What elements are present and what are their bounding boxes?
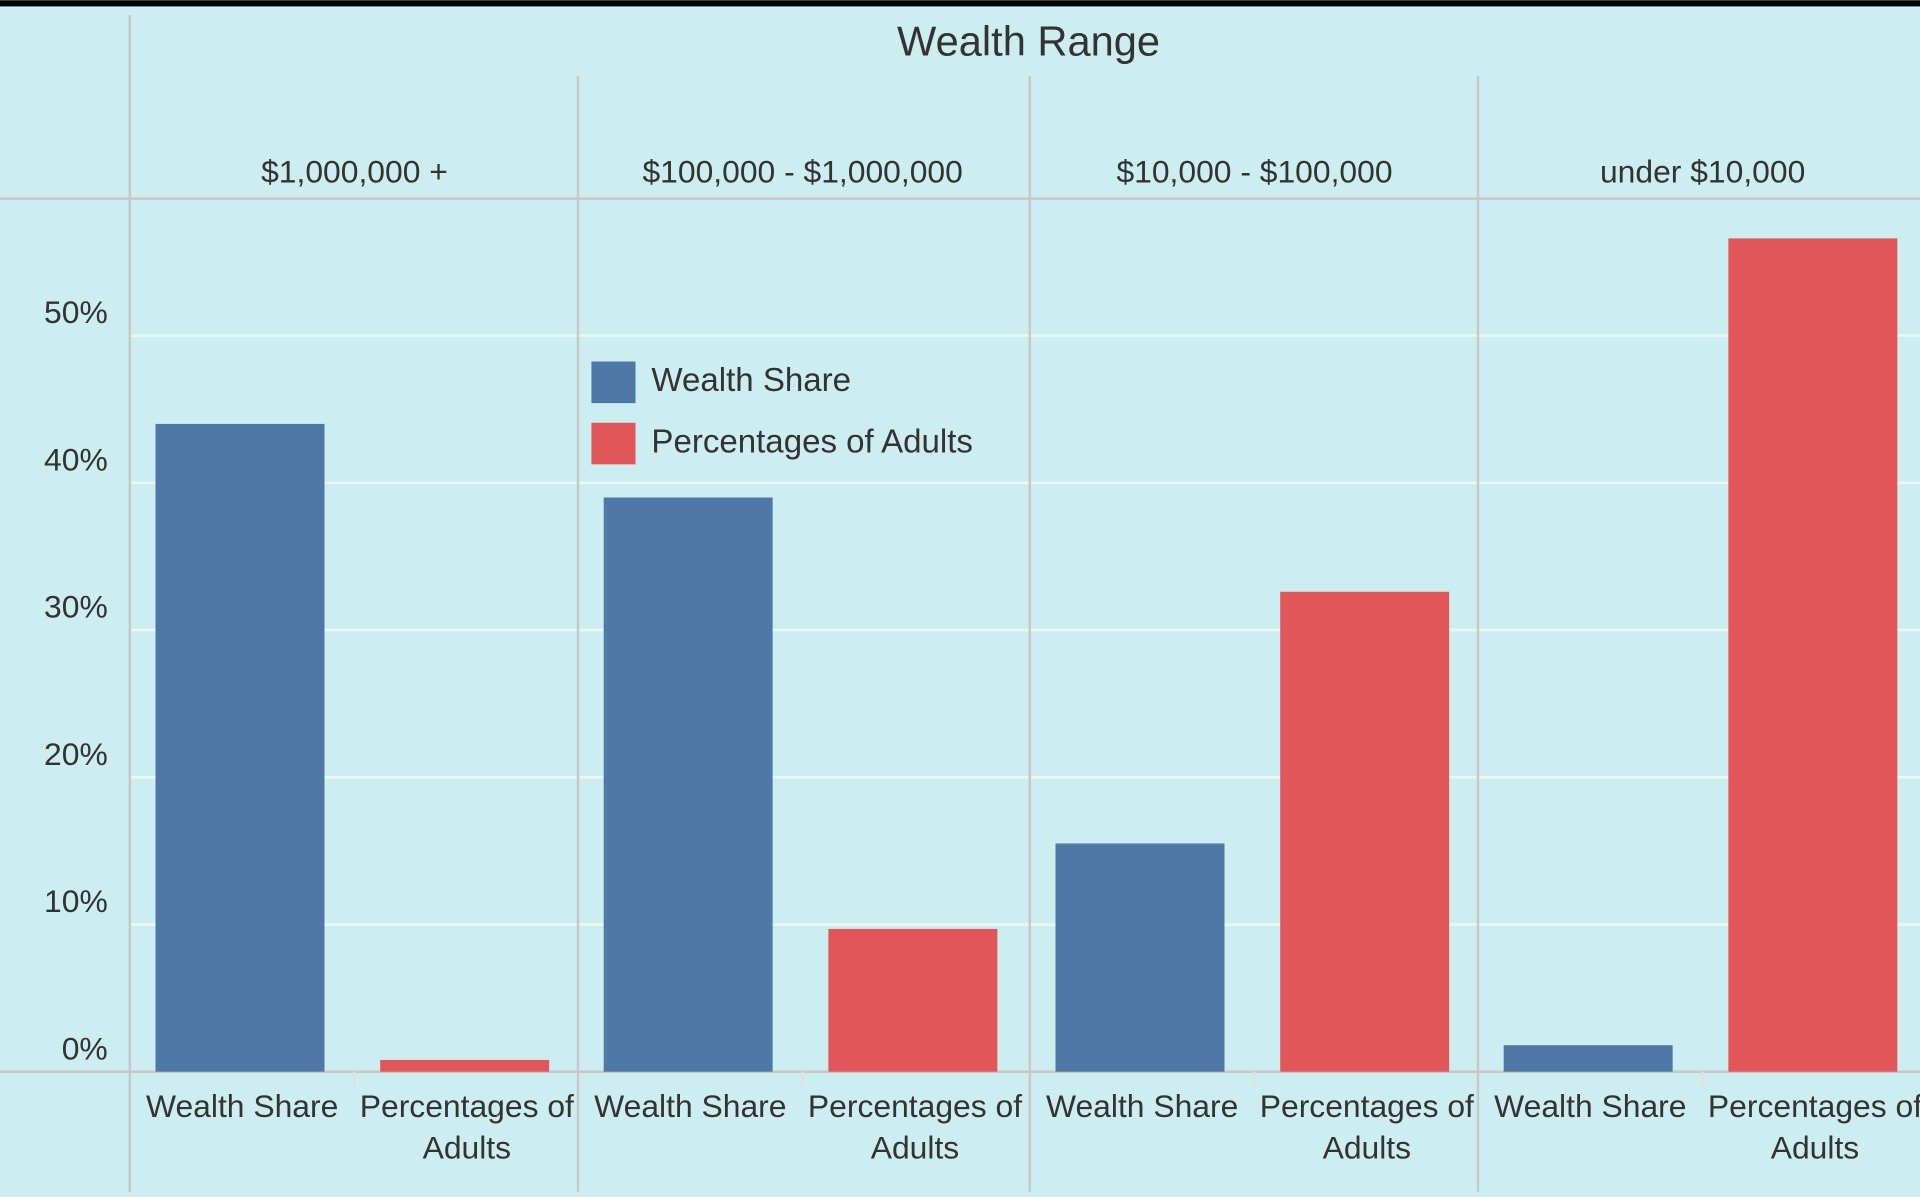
y-tick-label: 40% [44,441,108,477]
y-tick-label: 20% [44,736,108,772]
x-sub-label: Wealth Share [145,1087,339,1125]
bar [1503,1045,1673,1072]
bar [1728,238,1898,1072]
top-border [0,0,1920,7]
legend-swatch [591,361,636,404]
group-label: $10,000 - $100,000 [1116,154,1392,190]
x-sub-label: Percentages of Adults [359,1087,574,1166]
y-tick-label: 30% [44,589,108,625]
chart-title: Wealth Range [897,17,1160,64]
bar [155,423,325,1072]
bar [1280,591,1450,1072]
x-sub-label: Wealth Share [1494,1087,1687,1125]
y-tick-label: 0% [62,1030,108,1066]
x-sub-label-box: Wealth Share [594,1087,787,1125]
x-sub-label-box: Wealth Share [1045,1087,1239,1125]
bar [603,497,773,1072]
legend-label: Wealth Share [651,362,851,399]
x-sub-label: Percentages of Adults [1259,1087,1474,1166]
group-label: $1,000,000 + [261,154,448,190]
x-sub-label-box: Percentages of Adults [1259,1087,1474,1166]
x-sub-label-box: Wealth Share [1494,1087,1687,1125]
x-sub-label-box: Wealth Share [145,1087,339,1125]
x-sub-label: Wealth Share [594,1087,787,1125]
bar [380,1059,550,1072]
x-sub-label: Percentages of Adults [807,1087,1023,1166]
bar [828,928,998,1072]
y-tick-label: 10% [44,883,108,919]
x-sub-label-box: Percentages of Adults [807,1087,1023,1166]
y-tick-label: 50% [44,294,108,330]
bar [1055,843,1225,1072]
x-sub-label-box: Percentages of Adults [1707,1087,1920,1166]
x-sub-label-box: Percentages of Adults [359,1087,574,1166]
group-label: under $10,000 [1600,154,1805,190]
legend-label: Percentages of Adults [651,423,973,460]
x-sub-label: Wealth Share [1045,1087,1239,1125]
group-label: $100,000 - $1,000,000 [642,154,962,190]
x-sub-label: Percentages of Adults [1707,1087,1920,1166]
legend-swatch [591,422,636,465]
